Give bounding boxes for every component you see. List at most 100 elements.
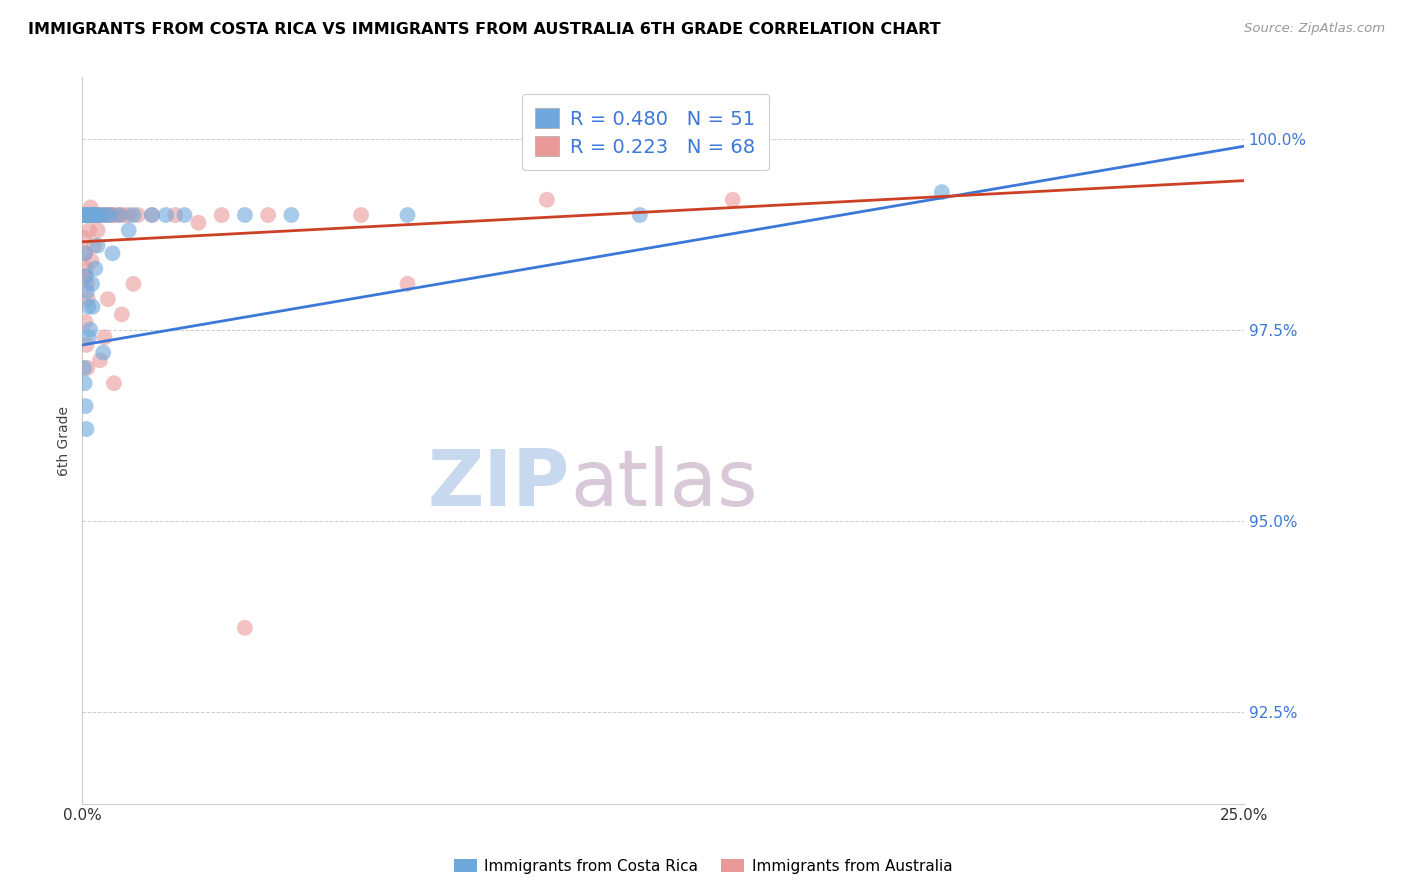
Point [118, 208, 141, 222]
Point [82, 208, 104, 222]
Point [233, 208, 256, 222]
Point [75, 208, 97, 222]
Text: Source: ZipAtlas.com: Source: ZipAtlas.com [1244, 22, 1385, 36]
Legend: Immigrants from Costa Rica, Immigrants from Australia: Immigrants from Costa Rica, Immigrants f… [447, 853, 959, 880]
Point [80, 208, 103, 222]
Point [79, 208, 101, 222]
Point [721, 193, 744, 207]
Point [75, 246, 97, 260]
Point [75, 269, 97, 284]
Point [82, 208, 104, 222]
Point [165, 208, 187, 222]
Point [84, 261, 107, 276]
Point [79, 208, 101, 222]
Point [80, 208, 103, 222]
Point [73, 208, 96, 222]
Point [82, 208, 104, 222]
Point [396, 208, 419, 222]
Point [76, 208, 98, 222]
Point [75, 208, 97, 222]
Point [77, 208, 100, 222]
Point [108, 208, 131, 222]
Point [75, 208, 97, 222]
Point [76, 208, 98, 222]
Point [233, 621, 256, 635]
Point [79, 208, 101, 222]
Point [83, 208, 105, 222]
Text: atlas: atlas [569, 446, 758, 522]
Point [127, 208, 149, 222]
Point [76, 208, 98, 222]
Point [82, 208, 104, 222]
Point [118, 223, 141, 237]
Point [75, 208, 97, 222]
Point [79, 208, 101, 222]
Text: ZIP: ZIP [427, 446, 569, 522]
Point [83, 238, 105, 252]
Point [80, 208, 103, 222]
Point [122, 208, 145, 222]
Point [75, 315, 97, 329]
Point [98, 208, 121, 222]
Point [94, 208, 117, 222]
Text: IMMIGRANTS FROM COSTA RICA VS IMMIGRANTS FROM AUSTRALIA 6TH GRADE CORRELATION CH: IMMIGRANTS FROM COSTA RICA VS IMMIGRANTS… [28, 22, 941, 37]
Point [80, 208, 103, 222]
Point [77, 330, 100, 344]
Point [97, 208, 120, 222]
Point [98, 208, 121, 222]
Point [80, 277, 103, 291]
Point [86, 238, 108, 252]
Point [350, 208, 373, 222]
Point [396, 277, 419, 291]
Point [83, 208, 105, 222]
Y-axis label: 6th Grade: 6th Grade [58, 406, 72, 475]
Point [87, 208, 110, 222]
Point [76, 285, 98, 299]
Point [76, 338, 98, 352]
Point [77, 208, 100, 222]
Point [75, 261, 97, 276]
Point [80, 253, 103, 268]
Point [73, 376, 96, 391]
Point [83, 208, 105, 222]
Point [122, 277, 145, 291]
Point [76, 277, 98, 291]
Point [82, 208, 104, 222]
Point [103, 376, 125, 391]
Point [90, 208, 112, 222]
Point [77, 208, 100, 222]
Point [94, 208, 117, 222]
Point [79, 208, 101, 222]
Point [76, 208, 98, 222]
Point [79, 323, 101, 337]
Point [83, 208, 105, 222]
Point [84, 208, 107, 222]
Point [93, 330, 115, 344]
Point [76, 208, 98, 222]
Point [104, 208, 127, 222]
Point [628, 208, 651, 222]
Point [89, 353, 111, 368]
Point [77, 223, 100, 237]
Point [73, 269, 96, 284]
Point [76, 292, 98, 306]
Point [112, 208, 135, 222]
Point [101, 208, 124, 222]
Point [91, 345, 114, 359]
Point [79, 200, 101, 214]
Point [87, 208, 110, 222]
Point [280, 208, 302, 222]
Point [75, 399, 97, 413]
Point [91, 208, 114, 222]
Point [101, 246, 124, 260]
Point [75, 246, 97, 260]
Point [536, 193, 558, 207]
Point [86, 223, 108, 237]
Point [80, 208, 103, 222]
Point [141, 208, 163, 222]
Point [257, 208, 280, 222]
Point [77, 208, 100, 222]
Point [75, 208, 97, 222]
Point [79, 208, 101, 222]
Point [155, 208, 177, 222]
